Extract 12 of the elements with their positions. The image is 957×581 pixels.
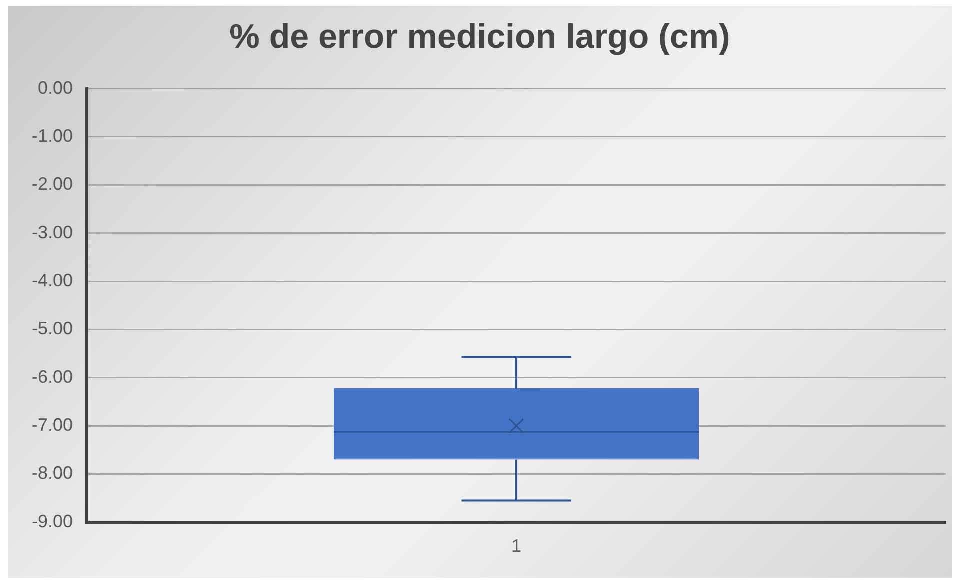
- y-tick-label: -8.00: [32, 463, 74, 484]
- y-tick-label: -6.00: [32, 366, 74, 387]
- y-tick-label: -5.00: [32, 318, 74, 339]
- y-tick-label: 0.00: [38, 78, 74, 98]
- chart-title: % de error medicion largo (cm): [228, 18, 732, 57]
- x-tick-label: 1: [512, 536, 522, 556]
- y-tick-label: -9.00: [32, 511, 74, 532]
- y-tick-label: -1.00: [32, 126, 74, 146]
- y-tick-label: -4.00: [32, 270, 74, 290]
- y-tick-label: -7.00: [32, 415, 74, 436]
- y-tick-label: -3.00: [32, 222, 74, 242]
- y-tick-label: -2.00: [32, 174, 74, 194]
